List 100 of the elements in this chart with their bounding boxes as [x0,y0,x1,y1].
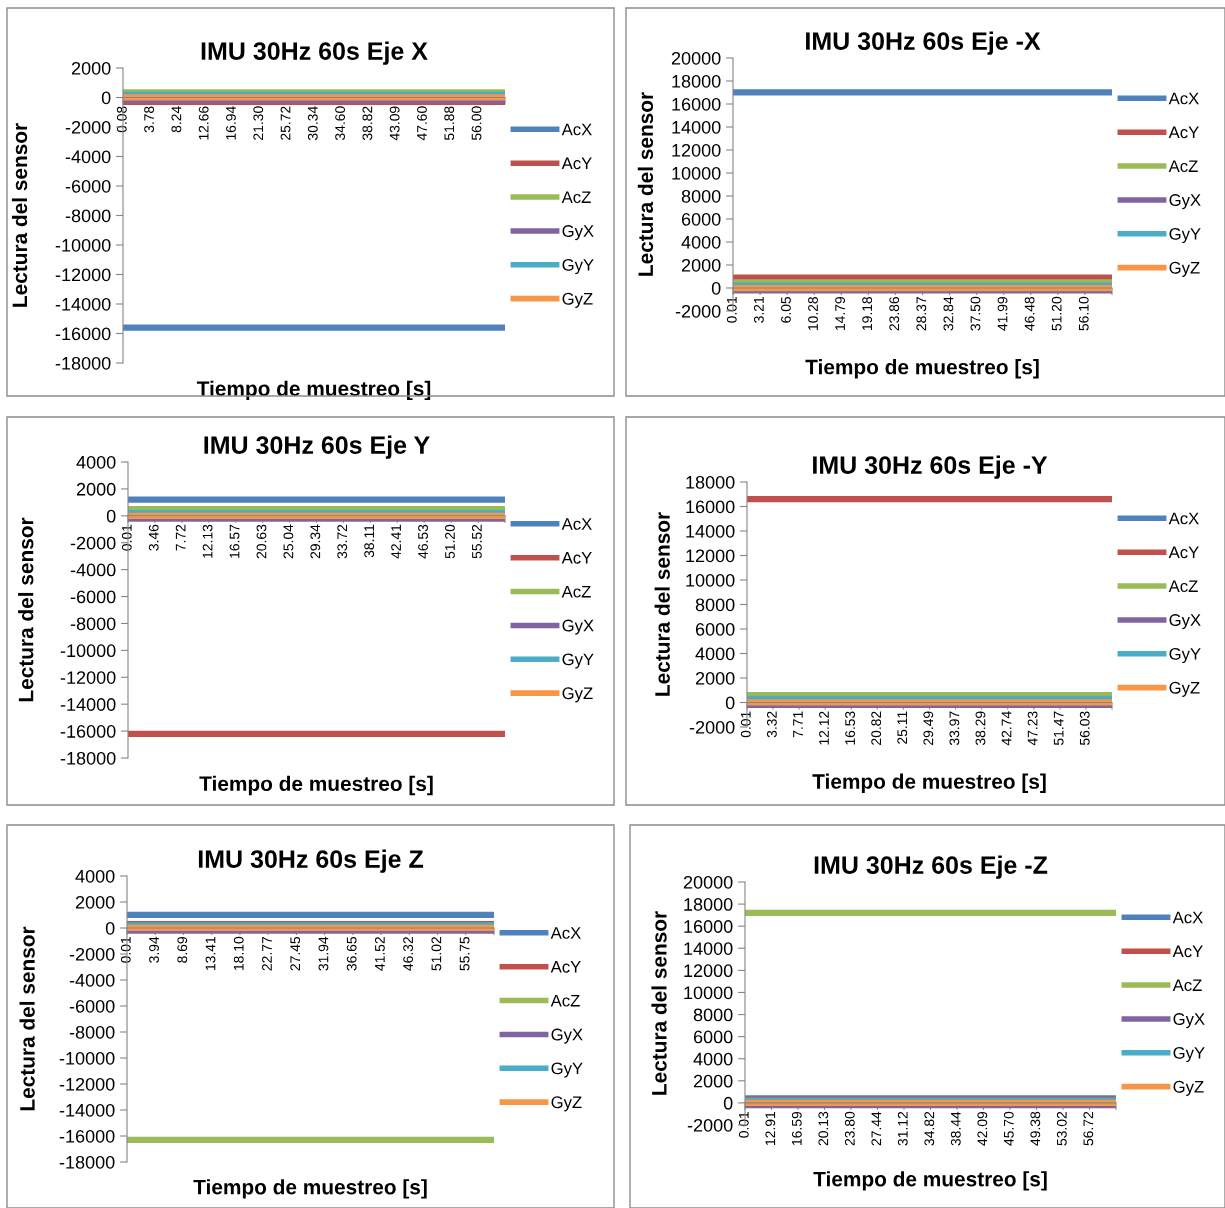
y-tick-label: 8000 [681,189,721,203]
legend-label: AcZ [561,191,591,204]
x-tick-label: 3.46 [148,524,159,551]
x-tick-label: 43.09 [389,106,400,141]
legend-label: GyZ [1169,261,1200,277]
x-tick-label: 0.01 [738,1111,749,1138]
x-tick-label: 34.60 [335,106,346,141]
y-tick-label: 14000 [672,120,721,134]
x-tick-label: 12.13 [202,524,213,558]
x-tick-label: 14.79 [835,296,846,331]
x-tick-label: 16.53 [845,711,856,745]
x-tick-label: 41.52 [374,937,385,971]
y-tick-label: 20000 [671,51,721,65]
legend-label: GyX [562,225,594,241]
y-tick-label: -2000 [687,1118,733,1132]
y-tick-label: 0 [711,281,721,295]
y-tick-label: -8000 [69,1025,115,1039]
y-tick-label: 6000 [681,212,721,226]
legend-label: AcX [561,518,592,530]
y-tick-label: 18000 [686,475,735,489]
legend-label: AcX [1168,92,1199,105]
legend-label: GyY [562,653,594,669]
y-tick-label: -16000 [60,725,116,738]
legend-label: GyX [562,619,594,635]
legend-label: GyZ [551,1096,582,1112]
y-axis-title: Lectura del sensor [19,926,35,1111]
x-tick-label: 8.69 [177,936,188,963]
x-tick-label: 32.84 [943,296,954,331]
x-axis-title: Tiempo de muestreo [s] [196,380,431,401]
legend-label: AcZ [1168,160,1198,173]
x-tick-label: 55.75 [459,936,470,971]
y-tick-label: -6000 [70,590,116,604]
y-tick-label: -18000 [60,751,116,765]
x-tick-label: 27.45 [290,936,301,971]
legend-label: AcX [561,123,592,136]
y-tick-label: 10000 [684,986,733,1000]
x-axis-title: Tiempo de muestreo [s] [199,775,433,796]
y-axis-title: Lectura del sensor [654,512,670,696]
y-tick-label: 4000 [76,455,116,469]
legend-label: GyY [1173,1046,1205,1063]
y-tick-label: -8000 [65,209,111,223]
x-tick-label: 42.74 [1001,711,1012,746]
x-tick-label: 28.37 [916,297,927,331]
x-tick-label: 13.41 [205,937,216,971]
y-tick-label: -2000 [69,947,115,961]
x-tick-label: 0.01 [726,297,737,323]
y-tick-label: 6000 [693,1030,733,1044]
x-axis-title: Tiempo de muestreo [s] [193,1179,427,1199]
x-tick-label: 10.28 [808,296,818,331]
y-tick-label: -14000 [60,698,116,711]
x-tick-label: 12.91 [765,1111,776,1145]
y-tick-label: 0 [725,696,735,710]
legend-label: GyY [1169,647,1201,664]
x-tick-label: 56.72 [1083,1111,1094,1146]
x-tick-label: 30.34 [307,106,318,141]
legend-label: AcZ [561,585,591,598]
y-tick-label: 4000 [681,235,721,249]
y-tick-label: -2000 [675,304,721,318]
y-tick-label: -12000 [55,268,111,282]
y-tick-label: -10000 [55,238,111,252]
y-tick-label: -18000 [59,1155,115,1169]
y-tick-label: 0 [105,921,115,935]
x-tick-label: 47.60 [417,106,427,141]
y-tick-label: 12000 [672,143,721,157]
x-tick-label: 42.41 [391,524,401,559]
y-tick-label: 0 [106,509,116,523]
x-tick-label: 36.65 [346,936,357,971]
x-axis-title: Tiempo de muestreo [s] [813,1171,1047,1191]
legend-label: GyZ [1169,681,1200,697]
y-tick-label: -10000 [59,1051,115,1065]
y-tick-label: -6000 [65,179,111,193]
y-tick-label: 10000 [672,166,721,180]
x-tick-label: 45.70 [1003,1111,1014,1146]
x-tick-label: 49.38 [1030,1111,1041,1146]
x-tick-label: 31.12 [897,1111,908,1146]
x-tick-label: 38.82 [362,106,373,141]
x-tick-label: 33.97 [949,711,960,746]
x-tick-label: 51.20 [445,524,455,559]
y-axis-title: Lectura del sensor [18,517,34,702]
x-tick-label: 12.12 [819,711,829,745]
chart-title: IMU 30Hz 60s Eje Y [204,435,430,459]
y-tick-label: 2000 [693,1074,733,1088]
legend-label: AcX [1172,911,1203,924]
legend-label: AcY [550,961,581,973]
y-tick-label: 2000 [75,895,115,909]
x-tick-label: 7.72 [175,524,186,551]
legend-label: GyY [562,258,594,275]
legend-label: GyZ [562,292,593,308]
x-tick-label: 12.66 [198,106,209,140]
x-tick-label: 3.78 [144,106,155,133]
chart-title: IMU 30Hz 60s Eje -Z [814,855,1048,879]
y-tick-label: 14000 [684,942,733,955]
y-tick-label: -4000 [65,150,111,164]
x-tick-label: 7.71 [793,711,803,738]
y-tick-label: 4000 [693,1052,733,1066]
y-tick-label: 16000 [686,500,735,514]
y-tick-label: 0 [101,91,111,105]
y-tick-label: -4000 [69,973,115,987]
legend-label: GyZ [1173,1080,1204,1096]
y-tick-label: -2000 [689,720,735,734]
